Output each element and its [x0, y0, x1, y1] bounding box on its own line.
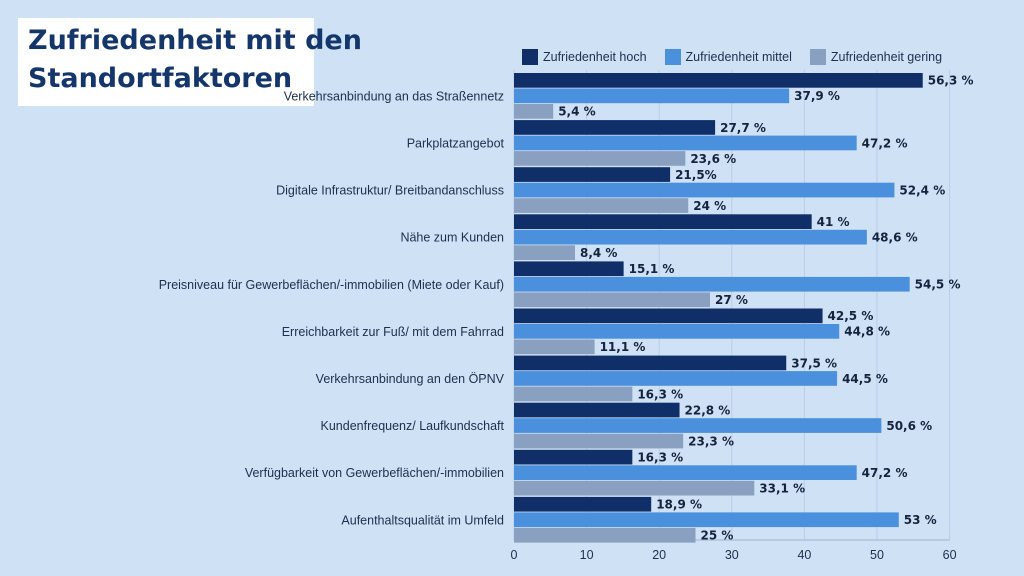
bar-gering: [514, 104, 554, 119]
legend-swatch-gering: [809, 49, 826, 65]
data-label-hoch: 27,7 %: [720, 121, 766, 135]
data-label-mittel: 52,4 %: [899, 183, 945, 197]
bar-mittel: [514, 135, 857, 151]
category-label: Nähe zum Kunden: [400, 231, 504, 245]
bar-gering: [514, 527, 696, 543]
data-label-gering: 27 %: [715, 293, 748, 307]
data-label-mittel: 44,8 %: [844, 325, 890, 339]
legend-swatch-hoch: [522, 49, 538, 65]
bar-mittel: [514, 276, 910, 292]
legend-item-mittel: Zufriedenheit mittel: [664, 49, 792, 65]
legend-label-gering: Zufriedenheit gering: [830, 50, 943, 64]
bar-gering: [514, 151, 686, 166]
data-label-hoch: 42,5 %: [828, 309, 874, 323]
bar-mittel: [514, 465, 857, 480]
category-label: Digitale Infrastruktur/ Breitbandanschlu…: [276, 184, 504, 198]
data-label-mittel: 37,9 %: [794, 89, 840, 103]
title-box: Zufriedenheit mit den Standortfaktoren: [18, 18, 362, 106]
category-label: Verkehrsanbindung an das Straßennetz: [284, 89, 504, 103]
bar-mittel: [514, 371, 838, 386]
x-tick-label: 50: [870, 548, 884, 562]
bar-gering: [514, 292, 711, 308]
data-label-mittel: 44,5 %: [842, 372, 888, 386]
x-tick-label: 30: [725, 548, 739, 562]
data-label-hoch: 22,8 %: [685, 403, 731, 417]
data-label-gering: 16,3 %: [637, 387, 683, 401]
bar-gering: [514, 433, 684, 449]
bar-mittel: [514, 324, 840, 339]
bar-hoch: [514, 308, 823, 324]
data-label-hoch: 41 %: [817, 215, 850, 229]
category-label: Kundenfrequenz/ Laufkundschaft: [321, 419, 505, 433]
data-label-gering: 8,4 %: [580, 246, 617, 260]
chart-title-line-2: Standortfaktoren: [28, 63, 293, 94]
bar-mittel: [514, 229, 867, 245]
legend-item-hoch: Zufriedenheit hoch: [522, 49, 647, 65]
bar-hoch: [514, 355, 787, 371]
category-label: Parkplatzangebot: [407, 136, 505, 150]
data-label-gering: 33,1 %: [759, 481, 805, 495]
data-label-hoch: 15,1 %: [629, 262, 675, 276]
data-label-gering: 24 %: [693, 199, 726, 213]
bar-gering: [514, 198, 689, 213]
bar-hoch: [514, 261, 624, 277]
data-label-gering: 23,3 %: [688, 434, 734, 448]
data-label-hoch: 21,5%: [675, 168, 717, 182]
x-tick-label: 0: [511, 548, 518, 562]
chart-title-line-1: Zufriedenheit mit den: [28, 25, 362, 56]
data-label-gering: 11,1 %: [600, 340, 646, 354]
x-tick-label: 10: [580, 548, 594, 562]
data-label-hoch: 56,3 %: [928, 74, 974, 88]
x-tick-label: 60: [943, 548, 957, 562]
legend-swatch-mittel: [664, 49, 681, 65]
bar-hoch: [514, 120, 716, 135]
category-label: Preisniveau für Gewerbeflächen/-immobili…: [159, 278, 504, 292]
data-label-hoch: 37,5 %: [791, 356, 837, 370]
x-tick-label: 20: [652, 548, 666, 562]
category-label: Erreichbarkeit zur Fuß/ mit dem Fahrrad: [282, 325, 504, 339]
data-label-mittel: 47,2 %: [862, 136, 908, 150]
bar-mittel: [514, 418, 882, 433]
data-label-hoch: 16,3 %: [637, 450, 683, 464]
data-label-gering: 25 %: [701, 529, 734, 543]
category-label: Verfügbarkeit von Gewerbeflächen/-immobi…: [245, 466, 504, 480]
data-label-gering: 5,4 %: [558, 105, 595, 119]
bar-hoch: [514, 73, 923, 88]
data-label-mittel: 47,2 %: [862, 466, 908, 480]
bar-gering: [514, 245, 575, 260]
bar-hoch: [514, 402, 680, 418]
x-tick-label: 40: [797, 548, 811, 562]
data-label-gering: 23,6 %: [690, 152, 736, 166]
bar-mittel: [514, 182, 895, 198]
data-label-mittel: 48,6 %: [872, 230, 918, 244]
legend-label-hoch: Zufriedenheit hoch: [543, 50, 647, 64]
category-label: Verkehrsanbindung an den ÖPNV: [316, 372, 505, 386]
chart-legend: Zufriedenheit hoch Zufriedenheit mittel …: [522, 48, 960, 66]
category-label: Aufenthaltsqualität im Umfeld: [341, 513, 504, 527]
bar-mittel: [514, 88, 790, 104]
data-label-mittel: 50,6 %: [886, 419, 932, 433]
legend-item-gering: Zufriedenheit gering: [809, 49, 943, 65]
data-label-mittel: 53 %: [904, 513, 937, 527]
bar-hoch: [514, 214, 812, 229]
bar-gering: [514, 339, 595, 355]
data-label-mittel: 54,5 %: [915, 278, 961, 292]
data-label-hoch: 18,9 %: [656, 498, 702, 512]
bar-gering: [514, 480, 755, 496]
bar-hoch: [514, 449, 633, 465]
bar-gering: [514, 386, 633, 402]
bar-hoch: [514, 496, 652, 512]
bar-hoch: [514, 167, 671, 182]
legend-label-mittel: Zufriedenheit mittel: [685, 50, 792, 64]
bar-mittel: [514, 512, 899, 528]
